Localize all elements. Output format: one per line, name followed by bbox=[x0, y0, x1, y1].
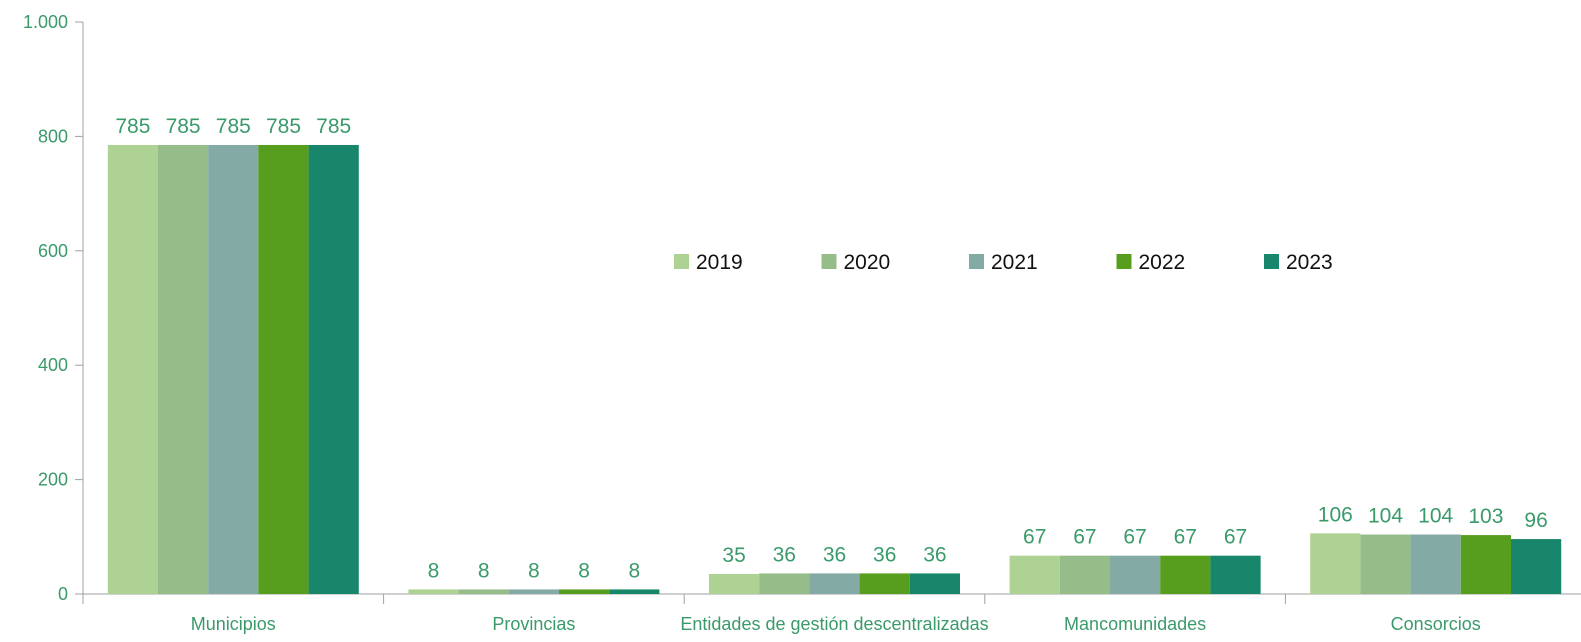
y-tick-label: 800 bbox=[38, 126, 68, 146]
legend: 2019 2020 2021 2022 2023 bbox=[674, 251, 1333, 274]
y-tick-label: 0 bbox=[58, 584, 68, 604]
legend-label-2019: 2019 bbox=[696, 251, 743, 274]
bar-municipios-2022 bbox=[258, 144, 309, 595]
bar-provincias-2023 bbox=[609, 589, 660, 594]
bar-entidades-de-gestion-descentralizadas-2020 bbox=[759, 573, 810, 594]
data-label-provincias-2021: 8 bbox=[528, 559, 540, 582]
legend-label-2020: 2020 bbox=[844, 251, 891, 274]
x-tick-label-mancomunidades: Mancomunidades bbox=[1064, 614, 1206, 634]
data-label-provincias-2022: 8 bbox=[578, 559, 590, 582]
bar-consorcios-2020 bbox=[1360, 534, 1411, 594]
legend-swatch-2022 bbox=[1116, 254, 1132, 269]
legend-item-2022: 2022 bbox=[1116, 251, 1186, 274]
x-tick-label-municipios: Municipios bbox=[191, 614, 276, 634]
x-tick-label-provincias: Provincias bbox=[492, 614, 575, 634]
bar-entidades-de-gestion-descentralizadas-2022 bbox=[859, 573, 910, 594]
legend-swatch-2023 bbox=[1264, 254, 1279, 269]
data-label-mancomunidades-2021: 67 bbox=[1123, 526, 1146, 549]
data-label-entidades-de-gestion-descentralizadas-2020: 36 bbox=[773, 543, 796, 566]
legend-label-2022: 2022 bbox=[1139, 251, 1186, 274]
data-label-consorcios-2019: 106 bbox=[1318, 503, 1353, 526]
data-label-entidades-de-gestion-descentralizadas-2019: 35 bbox=[722, 544, 745, 567]
legend-swatch-2021 bbox=[969, 254, 984, 269]
legend-item-2020: 2020 bbox=[821, 251, 891, 274]
data-label-consorcios-2022: 103 bbox=[1468, 505, 1503, 528]
y-tick-label: 1.000 bbox=[23, 12, 68, 32]
data-label-entidades-de-gestion-descentralizadas-2021: 36 bbox=[823, 543, 846, 566]
bar-consorcios-2019 bbox=[1310, 533, 1361, 594]
y-tick-label: 600 bbox=[38, 241, 68, 261]
bar-entidades-de-gestion-descentralizadas-2019 bbox=[709, 573, 760, 594]
data-label-mancomunidades-2023: 67 bbox=[1224, 526, 1247, 549]
data-label-municipios-2023: 785 bbox=[316, 115, 351, 138]
bar-entidades-de-gestion-descentralizadas-2021 bbox=[809, 573, 860, 594]
data-label-entidades-de-gestion-descentralizadas-2022: 36 bbox=[873, 543, 896, 566]
data-label-entidades-de-gestion-descentralizadas-2023: 36 bbox=[923, 543, 946, 566]
x-tick-label-entidades-de-gestion-descentralizadas: Entidades de gestión descentralizadas bbox=[680, 614, 988, 634]
x-tick-label-consorcios: Consorcios bbox=[1391, 614, 1481, 634]
y-tick-label: 200 bbox=[38, 470, 68, 490]
bar-provincias-2019 bbox=[408, 589, 459, 594]
bar-municipios-2020 bbox=[158, 144, 209, 595]
bar-municipios-2019 bbox=[107, 144, 158, 595]
bar-mancomunidades-2020 bbox=[1059, 555, 1110, 594]
bar-consorcios-2021 bbox=[1410, 534, 1461, 594]
bar-consorcios-2022 bbox=[1460, 535, 1511, 594]
legend-item-2019: 2019 bbox=[674, 251, 743, 274]
bar-mancomunidades-2021 bbox=[1110, 555, 1161, 594]
bar-mancomunidades-2022 bbox=[1160, 555, 1211, 594]
bar-municipios-2023 bbox=[308, 144, 359, 595]
bar-provincias-2022 bbox=[559, 589, 610, 594]
y-tick-label: 400 bbox=[38, 355, 68, 375]
legend-swatch-2019 bbox=[674, 254, 689, 269]
bar-consorcios-2023 bbox=[1511, 539, 1562, 594]
legend-swatch-2020 bbox=[821, 254, 837, 269]
data-label-provincias-2020: 8 bbox=[478, 559, 490, 582]
bar-provincias-2021 bbox=[508, 589, 559, 594]
data-labels: 785 785 785 785 785 8 8 8 8 8 35 36 36 36 36 67 67 67 67 67… bbox=[115, 115, 1547, 582]
data-label-municipios-2020: 785 bbox=[166, 115, 201, 138]
data-label-mancomunidades-2020: 67 bbox=[1073, 526, 1096, 549]
data-label-consorcios-2020: 104 bbox=[1368, 505, 1403, 528]
legend-item-2023: 2023 bbox=[1264, 251, 1333, 274]
bars bbox=[107, 144, 1562, 595]
bar-mancomunidades-2023 bbox=[1210, 555, 1261, 594]
axes: 0 200 400 600 800 1.000 Municipios Provincias En… bbox=[23, 12, 1581, 634]
data-label-consorcios-2023: 96 bbox=[1524, 509, 1547, 532]
data-label-municipios-2021: 785 bbox=[216, 115, 251, 138]
data-label-mancomunidades-2022: 67 bbox=[1174, 526, 1197, 549]
bar-entidades-de-gestion-descentralizadas-2023 bbox=[909, 573, 960, 594]
data-label-provincias-2019: 8 bbox=[428, 559, 440, 582]
data-label-mancomunidades-2019: 67 bbox=[1023, 526, 1046, 549]
bar-municipios-2021 bbox=[208, 144, 259, 595]
data-label-municipios-2022: 785 bbox=[266, 115, 301, 138]
data-label-municipios-2019: 785 bbox=[115, 115, 150, 138]
legend-item-2021: 2021 bbox=[969, 251, 1038, 274]
data-label-provincias-2023: 8 bbox=[628, 559, 640, 582]
legend-label-2023: 2023 bbox=[1286, 251, 1333, 274]
bar-provincias-2020 bbox=[458, 589, 509, 594]
data-label-consorcios-2021: 104 bbox=[1418, 505, 1453, 528]
bar-mancomunidades-2019 bbox=[1009, 555, 1060, 594]
legend-label-2021: 2021 bbox=[991, 251, 1038, 274]
